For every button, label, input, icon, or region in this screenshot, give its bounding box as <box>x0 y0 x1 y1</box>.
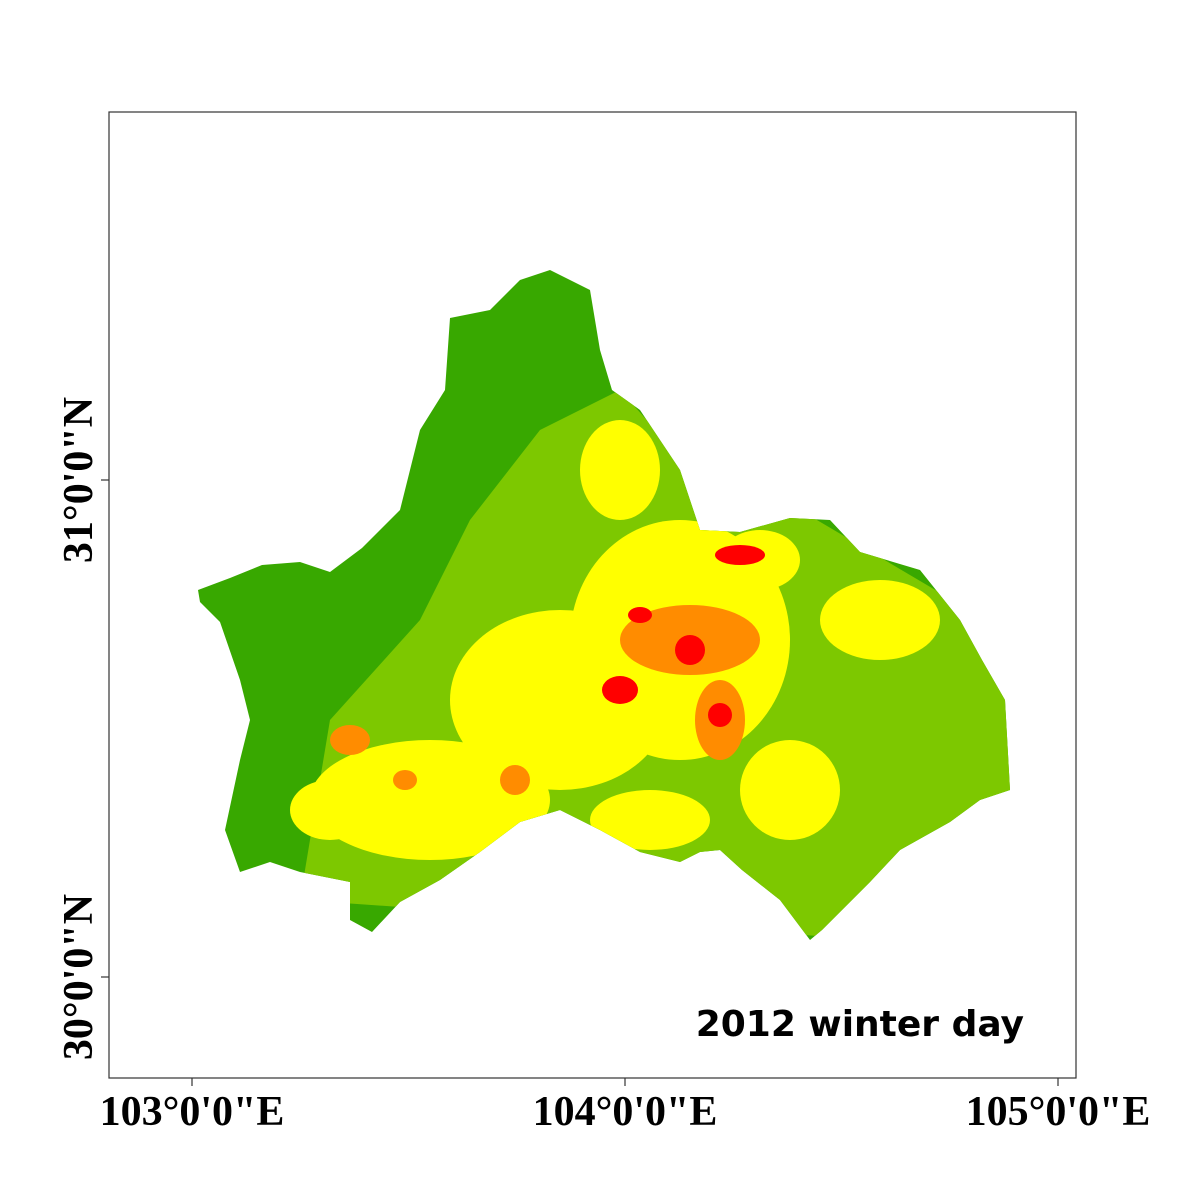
latitude-label: 31°0'0"N <box>56 397 102 563</box>
red-zones <box>602 545 765 727</box>
latitude-label: 30°0'0"N <box>56 894 102 1060</box>
longitude-label: 103°0'0"E <box>100 1089 285 1135</box>
longitude-label: 105°0'0"E <box>966 1089 1151 1135</box>
longitude-label: 104°0'0"E <box>533 1089 718 1135</box>
tick-marks <box>101 479 1059 1086</box>
map-frame <box>108 111 1077 1079</box>
land-cover <box>198 270 1010 940</box>
map-label: 2012 winter day <box>696 1004 1024 1045</box>
